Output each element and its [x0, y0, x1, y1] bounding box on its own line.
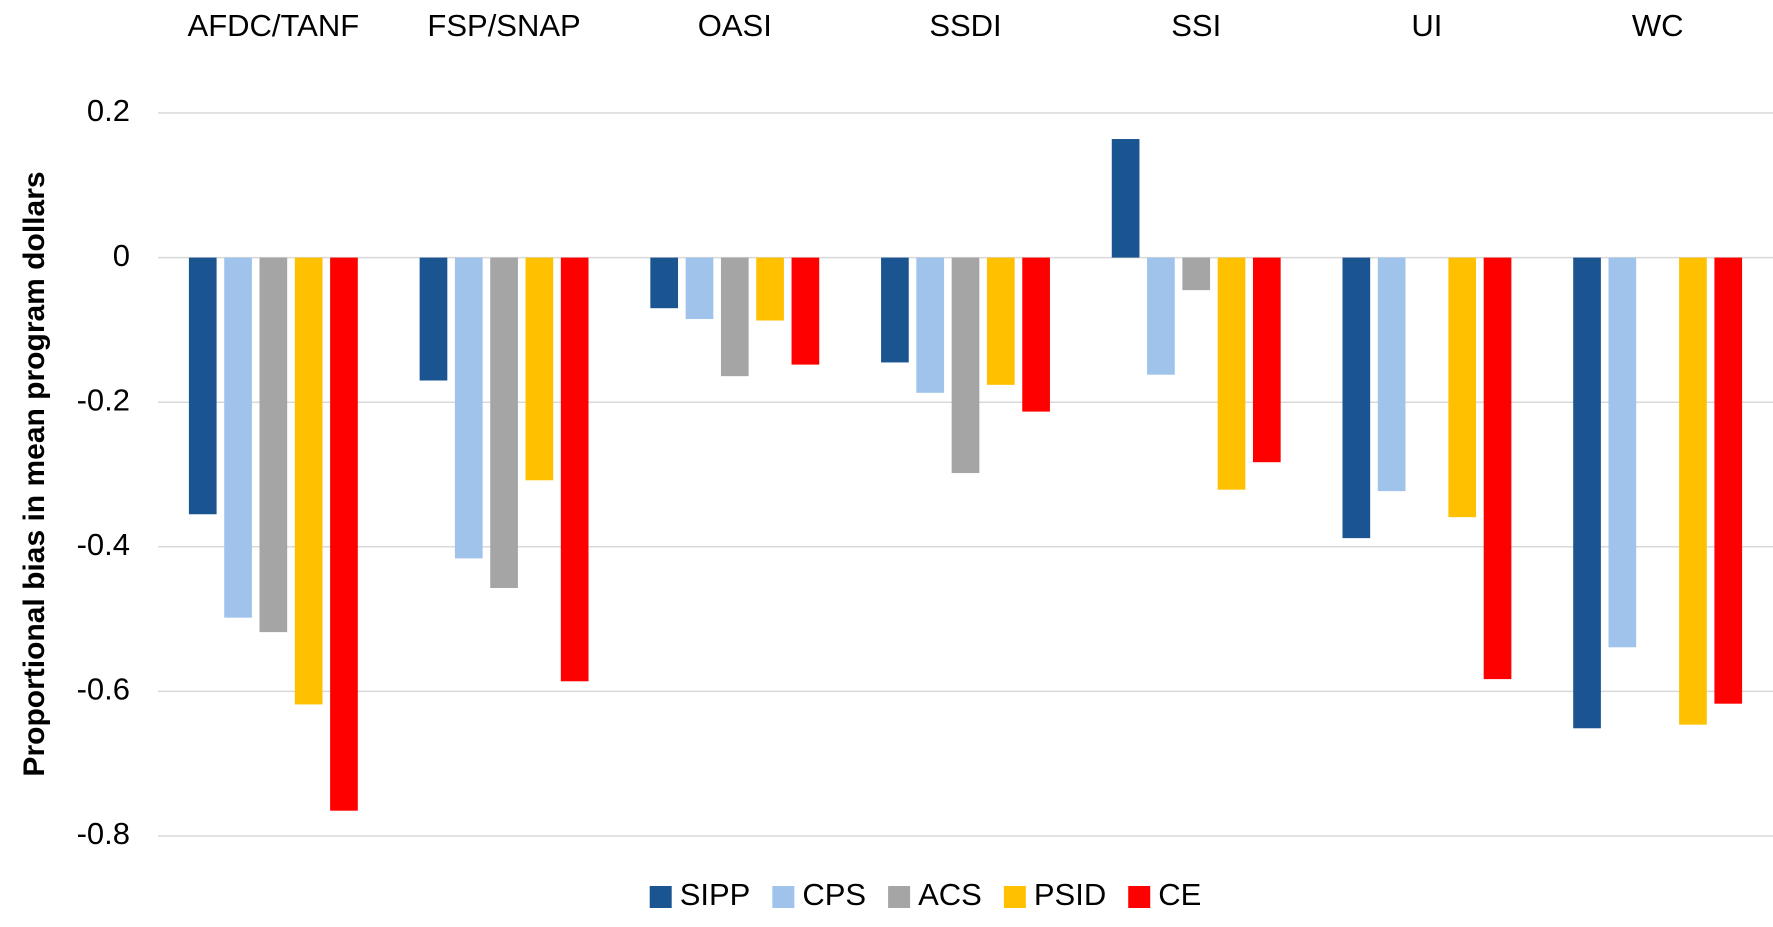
category-label: WC [1632, 8, 1684, 43]
bar [916, 257, 945, 393]
bar [1147, 257, 1175, 375]
bar [1714, 257, 1743, 704]
legend-label: CPS [802, 877, 866, 912]
bar [1252, 257, 1281, 463]
bar [720, 257, 749, 377]
bar [1342, 257, 1371, 539]
bar [1022, 257, 1050, 412]
category-label: AFDC/TANF [188, 8, 360, 43]
y-tick-label: -0.4 [77, 527, 130, 562]
bar [881, 257, 909, 363]
bar [951, 257, 980, 474]
bar [1679, 257, 1707, 725]
legend-swatch [1128, 886, 1151, 908]
bar [490, 257, 518, 589]
y-axis-title: Proportional bias in mean program dollar… [18, 171, 51, 776]
bar [791, 257, 820, 365]
legend-label: SIPP [680, 877, 751, 912]
bar [1483, 257, 1512, 680]
bar [756, 257, 784, 321]
legend-label: ACS [918, 877, 982, 912]
bar [188, 257, 217, 515]
category-label: UI [1411, 8, 1442, 43]
bar [525, 257, 554, 481]
legend-swatch [888, 886, 911, 908]
bar [1111, 139, 1140, 258]
bar [1217, 257, 1246, 490]
legend-swatch [649, 886, 672, 908]
category-label: OASI [698, 8, 772, 43]
category-label: FSP/SNAP [427, 8, 580, 43]
bar [294, 257, 323, 705]
bar [1608, 257, 1637, 648]
bar [986, 257, 1015, 385]
bar [685, 257, 714, 320]
y-tick-label: -0.8 [77, 816, 130, 851]
bar [650, 257, 679, 309]
bar [454, 257, 483, 559]
y-tick-label: 0 [113, 238, 130, 273]
category-label: SSDI [929, 8, 1001, 43]
bar [1182, 257, 1211, 291]
y-tick-label: -0.2 [77, 382, 130, 417]
legend-swatch [1003, 886, 1026, 908]
bar [224, 257, 252, 618]
bar [1448, 257, 1477, 518]
bar [330, 257, 358, 811]
category-label: SSI [1171, 8, 1221, 43]
y-tick-label: 0.2 [87, 93, 130, 128]
legend-label: CE [1158, 877, 1201, 912]
bar [1377, 257, 1406, 492]
bar [259, 257, 288, 633]
bar [560, 257, 589, 682]
y-tick-label: -0.6 [77, 672, 130, 707]
bar [419, 257, 448, 381]
legend-label: PSID [1034, 877, 1106, 912]
bar [1573, 257, 1601, 729]
legend-swatch [772, 886, 795, 908]
